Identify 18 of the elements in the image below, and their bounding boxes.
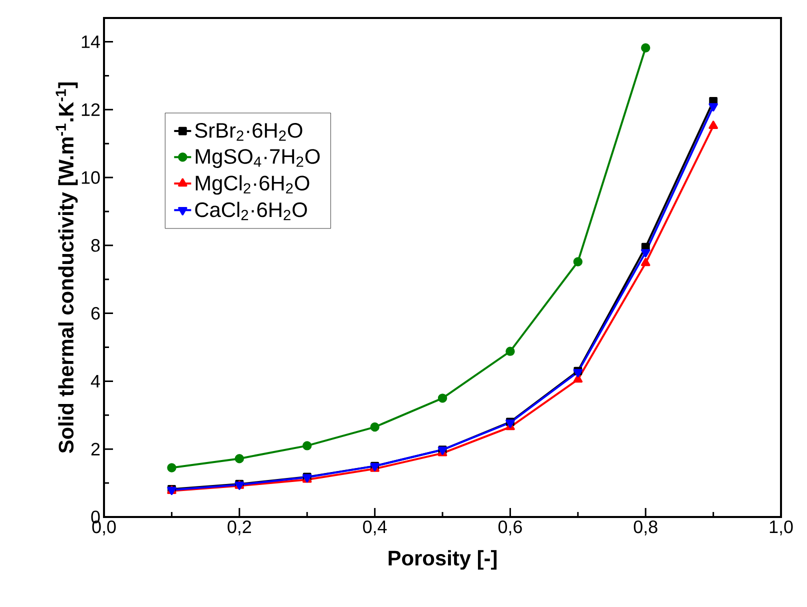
y-tick-label: 10 — [82, 171, 100, 184]
y-tick-label: 2 — [91, 442, 100, 456]
legend-label: SrBr$_{2}$·6H$_{2}$O — [195, 122, 302, 141]
x-tick-label: 0,8 — [634, 520, 658, 536]
legend-label: MgCl$_{2}$·6H$_{2}$O — [196, 175, 310, 195]
legend-label: CaCl$_{2}$·6H$_{2}$O — [195, 202, 307, 220]
y-tick-label: 6 — [91, 306, 100, 320]
y-tick-label: 12 — [82, 103, 100, 116]
x-tick-label: 0,2 — [228, 520, 251, 536]
x-tick-label: 1,0 — [770, 520, 793, 536]
y-tick-label: 8 — [91, 239, 100, 252]
y-tick-label: 14 — [82, 36, 100, 48]
legend-label: MgSO$_{4}$·7H$_{2}$O — [196, 149, 320, 168]
y-tick-label: 4 — [90, 375, 100, 388]
x-tick-label: 0,6 — [498, 520, 522, 536]
y-axis-title: Solid thermal conductivity [W.m$^{-1}$.K$^{-1}$] — [56, 82, 78, 454]
x-axis-title: Porosity [-] — [388, 550, 497, 570]
x-tick-label: 0,4 — [363, 520, 387, 536]
